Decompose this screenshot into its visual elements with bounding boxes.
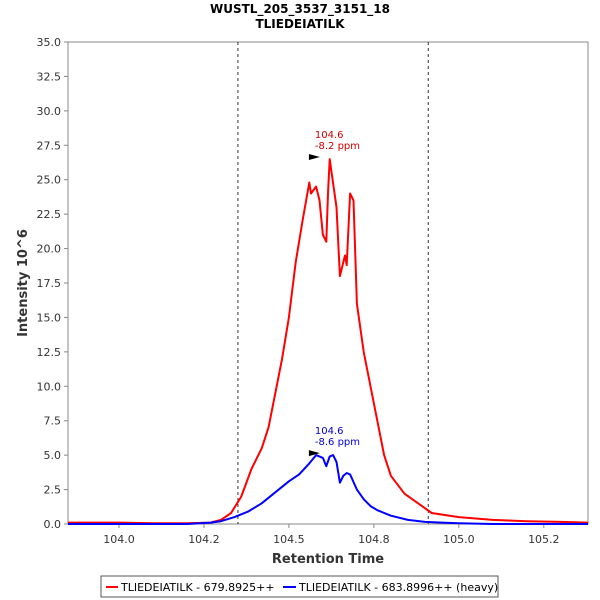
y-axis-ticks: 0.0 2.5 5.0 7.5 10.0 12.5 15.0 17.5 20.0 22.5 25.0… <box>37 36 68 531</box>
peak-annotation-label: 104.6 <box>315 130 344 141</box>
x-tick-label: 104.0 <box>103 533 135 546</box>
peak-annotation-label: -8.2 ppm <box>315 141 360 152</box>
x-tick-label: 105.0 <box>443 533 475 546</box>
y-tick-label: 22.5 <box>37 208 62 221</box>
y-tick-label: 25.0 <box>37 174 62 187</box>
peak-pointer-icon <box>308 450 320 457</box>
x-axis-label: Retention Time <box>272 552 384 567</box>
y-axis-label: Intensity 10^6 <box>16 229 31 337</box>
peak-annotation-label: 104.6 <box>315 426 344 437</box>
series-lines <box>68 158 589 525</box>
x-tick-label: 104.5 <box>273 533 305 546</box>
chart-title: WUSTL_205_3537_3151_18 <box>210 2 390 17</box>
x-tick-label: 104.8 <box>358 533 390 546</box>
y-tick-label: 0.0 <box>44 518 62 531</box>
y-tick-label: 17.5 <box>37 277 62 290</box>
legend-item-light: TLIEDEIATILK - 679.8925++ <box>120 581 275 594</box>
y-tick-label: 30.0 <box>37 105 62 118</box>
y-tick-label: 5.0 <box>44 449 62 462</box>
y-tick-label: 10.0 <box>37 380 62 393</box>
legend-box <box>100 575 499 598</box>
x-axis-ticks: 104.0 104.2 104.5 104.8 105.0 105.2 <box>103 524 560 546</box>
series-line-light <box>68 158 589 525</box>
y-tick-label: 15.0 <box>37 311 62 324</box>
series-line-heavy <box>68 454 588 525</box>
integration-boundaries <box>237 42 429 524</box>
y-tick-label: 32.5 <box>37 70 62 83</box>
x-tick-label: 105.2 <box>528 533 560 546</box>
y-tick-label: 27.5 <box>37 139 62 152</box>
x-tick-label: 104.2 <box>188 533 220 546</box>
chart-subtitle: TLIEDEIATILK <box>255 17 345 31</box>
legend-item-heavy: TLIEDEIATILK - 683.8996++ (heavy) <box>298 581 498 594</box>
y-tick-label: 2.5 <box>44 484 62 497</box>
y-tick-label: 35.0 <box>37 36 62 49</box>
peak-annotation-label: -8.6 ppm <box>315 437 360 448</box>
plot-area <box>67 41 589 525</box>
peak-pointer-icon <box>308 154 320 161</box>
y-tick-label: 7.5 <box>44 415 62 428</box>
y-tick-label: 20.0 <box>37 243 62 256</box>
legend: TLIEDEIATILK - 679.8925++ TLIEDEIATILK -… <box>100 575 499 598</box>
y-tick-label: 12.5 <box>37 346 62 359</box>
